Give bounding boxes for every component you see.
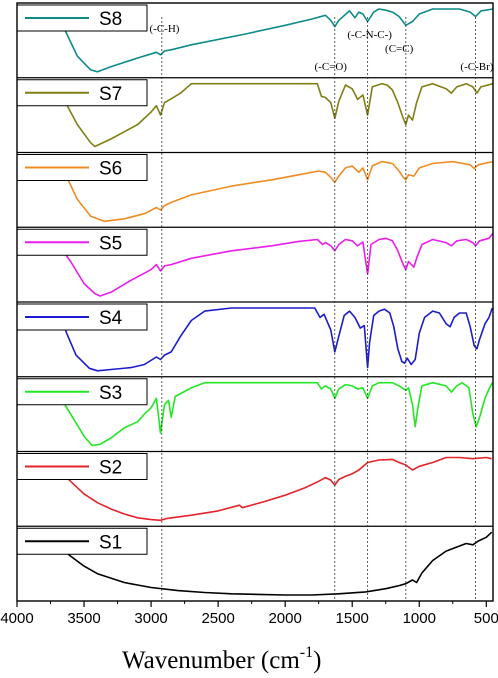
x-tick-label: 3500 [67,610,100,627]
legend-label-s2: S2 [99,458,122,479]
series-line-s8 [37,8,494,73]
legend-label-s6: S6 [99,159,122,180]
panel-s6: S6 [16,151,494,223]
x-axis: 4000 3500 3000 2500 2000 1500 1000 500 [0,601,498,627]
x-tick-label: 4000 [0,610,33,627]
panel-s3: S3 [16,376,494,447]
series-line-s3 [59,381,494,447]
legend-label-s8: S8 [99,9,122,30]
legend-label-s1: S1 [99,532,122,553]
annotation-label: (-C-Br) [460,61,493,73]
panel-s5: S5 [16,226,494,297]
legend-label-s5: S5 [99,233,122,254]
panel-s1: S1 [16,525,493,596]
x-tick-label: 2000 [268,610,301,627]
annotation-label: (-C-H) [150,23,180,35]
annotation-label: (C=C) [385,43,414,55]
legend-label-s3: S3 [99,383,122,404]
panels-layer: S8 S7 S6 S5 S4 S3 S2 S1 [16,4,494,596]
x-axis-label: Wavenumber (cm-1) [122,644,321,674]
x-tick-label: 2500 [201,610,234,627]
reference-lines-layer [161,17,476,601]
panel-s4: S4 [16,301,494,372]
series-line-s2 [46,456,492,522]
x-tick-label: 1000 [403,610,436,627]
x-tick-label: 1500 [336,610,369,627]
legend-label-s4: S4 [99,308,123,329]
series-line-s7 [56,82,494,148]
annotation-label: (-C-N-C-) [347,29,392,41]
annotation-label: (-C=O) [315,61,348,73]
panel-s8: S8 [16,4,494,73]
panel-s7: S7 [16,77,494,148]
x-tick-label: 3000 [134,610,167,627]
panel-s2: S2 [16,450,493,522]
series-line-s5 [40,232,494,297]
legend-label-s7: S7 [99,84,122,105]
series-line-s6 [53,160,494,223]
series-line-s1 [39,531,493,596]
plot-frame [16,2,494,602]
x-tick-label: 500 [474,610,498,627]
annotations-layer: (-C-H) (-C=O) (-C-N-C-) (C=C) (-C-Br) [150,23,494,73]
